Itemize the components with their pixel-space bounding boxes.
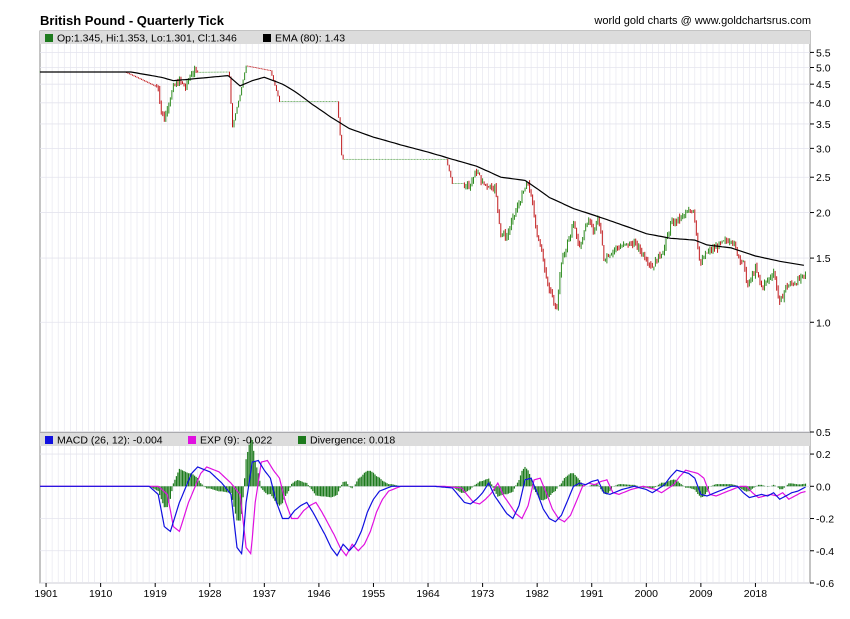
legend-ema-label: EMA (80): 1.43 bbox=[275, 33, 345, 45]
legend-macd-label: MACD (26, 12): -0.004 bbox=[57, 435, 163, 447]
x-tick-label: 1919 bbox=[144, 588, 168, 600]
x-tick-label: 1973 bbox=[471, 588, 495, 600]
macd-y-tick-label: 0.2 bbox=[816, 449, 831, 461]
macd-y-axis: 0.2 0.0 -0.2 -0.4 -0.6 bbox=[810, 449, 834, 590]
x-tick-label: 1910 bbox=[89, 588, 113, 600]
chart-title: British Pound - Quarterly Tick bbox=[40, 13, 224, 28]
price-y-tick-label: 1.0 bbox=[816, 317, 831, 329]
x-tick-label: 1928 bbox=[198, 588, 222, 600]
x-tick-label: 2000 bbox=[635, 588, 659, 600]
legend-exp-label: EXP (9): -0.022 bbox=[200, 435, 272, 447]
x-tick-label: 1937 bbox=[253, 588, 277, 600]
legend-exp-swatch bbox=[188, 436, 196, 444]
price-y-tick-label: 3.5 bbox=[816, 119, 831, 131]
macd-y-tick-label: -0.2 bbox=[816, 514, 834, 526]
price-y-tick-label: 0.5 bbox=[816, 427, 831, 439]
price-gridlines bbox=[40, 44, 810, 433]
macd-gridlines bbox=[40, 446, 810, 584]
x-tick-label: 1964 bbox=[416, 588, 440, 600]
legend-divergence-swatch bbox=[298, 436, 306, 444]
macd-panel bbox=[39, 432, 811, 584]
legend-ohlc-swatch bbox=[45, 34, 53, 42]
macd-line bbox=[40, 459, 806, 557]
macd-y-tick-label: -0.4 bbox=[816, 546, 834, 558]
price-y-tick-label: 4.0 bbox=[816, 98, 831, 110]
macd-legend-bar bbox=[40, 433, 810, 446]
ema-line bbox=[40, 71, 804, 266]
macd-y-tick-label: -0.6 bbox=[816, 578, 834, 590]
x-tick-label: 1982 bbox=[525, 588, 549, 600]
price-y-tick-label: 2.5 bbox=[816, 172, 831, 184]
credit-text: world gold charts @ www.goldchartsrus.co… bbox=[594, 15, 811, 27]
legend-macd-swatch bbox=[45, 436, 53, 444]
x-tick-label: 1955 bbox=[362, 588, 386, 600]
legend-divergence-label: Divergence: 0.018 bbox=[310, 435, 395, 447]
x-tick-label: 2009 bbox=[689, 588, 713, 600]
x-tick-label: 2018 bbox=[744, 588, 768, 600]
x-axis: 1901 1910 1919 1928 1937 1946 1955 1964 1973 1982… bbox=[34, 583, 767, 600]
macd-y-tick-label: 0.0 bbox=[816, 481, 831, 493]
price-y-axis: 5.5 5.0 4.5 4.0 3.5 3.0 2.5 2.0 1.5 1.0 0.5 bbox=[810, 47, 831, 439]
x-tick-label: 1991 bbox=[580, 588, 604, 600]
legend-ohlc-label: Op:1.345, Hi:1.353, Lo:1.301, Cl:1.346 bbox=[57, 33, 237, 45]
legend-ema-swatch bbox=[263, 34, 271, 42]
x-tick-label: 1946 bbox=[307, 588, 331, 600]
price-y-tick-label: 1.5 bbox=[816, 253, 831, 265]
price-panel bbox=[39, 30, 811, 433]
price-y-tick-label: 3.0 bbox=[816, 143, 831, 155]
x-tick-label: 1901 bbox=[34, 588, 58, 600]
price-y-tick-label: 5.0 bbox=[816, 62, 831, 74]
price-legend-bar bbox=[40, 31, 810, 44]
price-y-tick-label: 2.0 bbox=[816, 208, 831, 220]
price-y-tick-label: 5.5 bbox=[816, 47, 831, 59]
price-y-tick-label: 4.5 bbox=[816, 79, 831, 91]
